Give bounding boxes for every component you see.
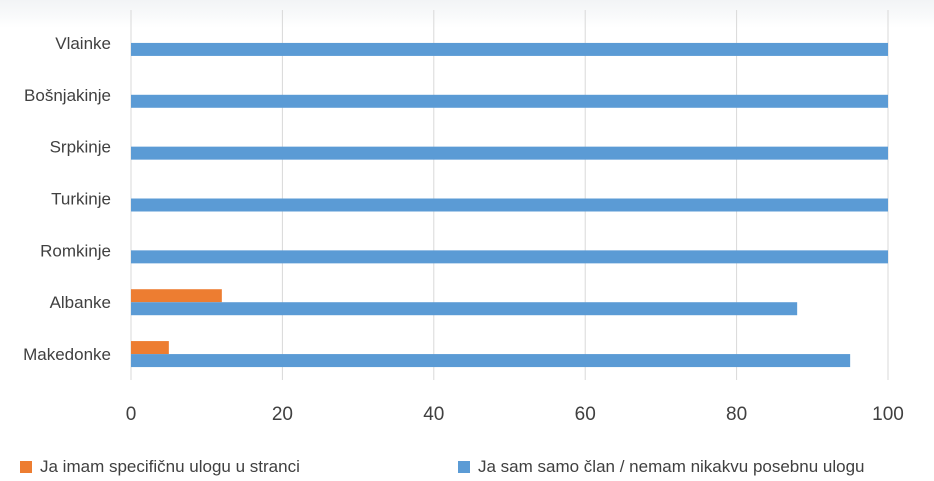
category-label: Turkinje [51,190,111,209]
legend-swatch-blue [458,461,470,473]
bar-member-only [131,94,888,108]
bar-member-only [131,42,888,56]
category-label: Bošnjakinje [24,86,111,105]
bar-member-only [131,198,888,212]
bars [131,42,888,368]
category-label: Albanke [50,293,111,312]
legend-label: Ja imam specifičnu ulogu u stranci [40,457,300,476]
x-tick-label: 60 [575,404,596,425]
x-axis-tick-labels: 0 20 40 60 80 100 [126,404,904,425]
bar-specific-role [131,289,222,303]
category-label: Makedonke [23,345,111,364]
bar-member-only [131,146,888,160]
legend-item-member-only: Ja sam samo član / nemam nikakvu posebnu… [458,457,864,477]
legend: Ja imam specifičnu ulogu u stranci Ja sa… [0,457,934,479]
bar-chart: Vlainke Bošnjakinje Srpkinje Turkinje Romkin… [23,10,904,425]
category-labels: Vlainke Bošnjakinje Srpkinje Turkinje Romkin… [23,34,111,364]
bar-member-only [131,250,888,264]
legend-label: Ja sam samo član / nemam nikakvu posebnu… [478,457,865,476]
category-label: Romkinje [40,241,111,260]
bar-member-only [131,354,851,368]
x-tick-label: 0 [126,404,137,425]
bar-specific-role [131,341,169,355]
legend-item-specific-role: Ja imam specifičnu ulogu u stranci [20,457,300,477]
bar-member-only [131,302,798,316]
gridlines [130,10,889,380]
x-tick-label: 40 [423,404,444,425]
x-tick-label: 100 [872,404,904,425]
category-label: Vlainke [55,34,111,53]
x-tick-label: 20 [272,404,293,425]
category-label: Srpkinje [50,138,111,157]
legend-swatch-orange [20,461,32,473]
x-tick-label: 80 [726,404,747,425]
